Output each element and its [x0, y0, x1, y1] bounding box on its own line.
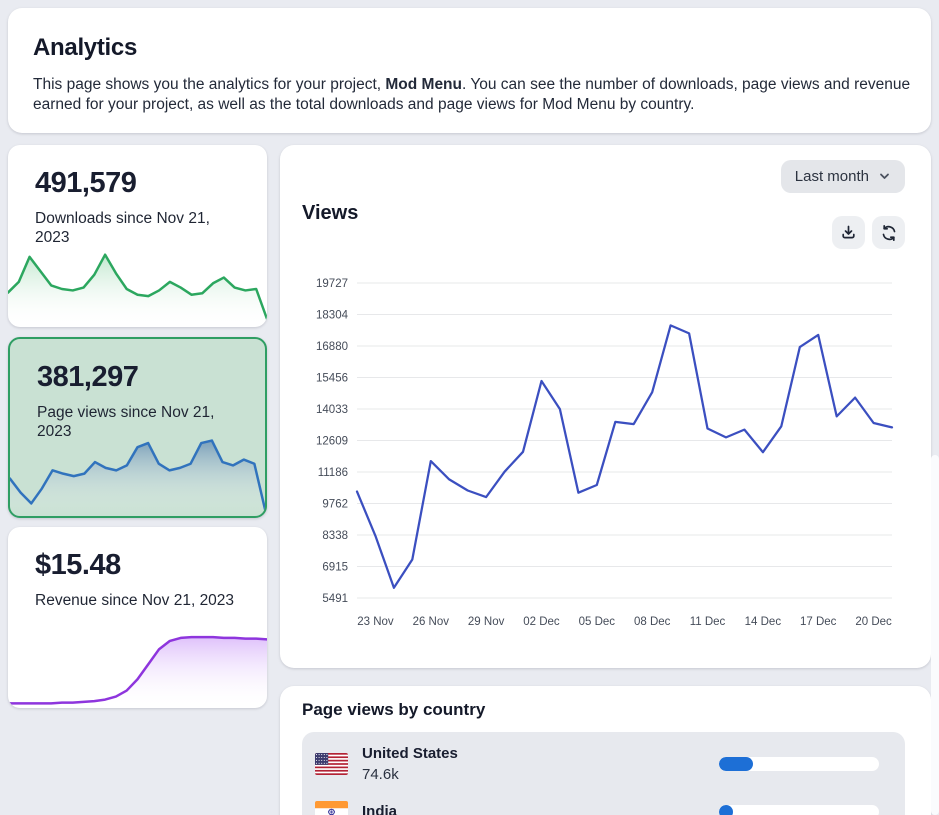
page-description: This page shows you the analytics for yo… — [33, 76, 911, 113]
svg-text:26 Nov: 26 Nov — [413, 616, 450, 628]
refresh-chart-button[interactable] — [872, 216, 905, 249]
svg-text:05 Dec: 05 Dec — [579, 616, 616, 628]
views-line-chart: 5491 6915 8338 9762 11186 12609 14033 15456 1688… — [316, 278, 894, 628]
project-name: Mod Menu — [385, 76, 462, 93]
country-page-views-count: 74.6k — [362, 765, 399, 783]
scrollbar-thumb[interactable] — [931, 455, 939, 815]
downloads-value: 491,579 — [35, 167, 137, 199]
india-flag-icon — [315, 801, 348, 815]
svg-text:9762: 9762 — [322, 498, 348, 510]
country-progress-track — [719, 757, 879, 771]
svg-text:23 Nov: 23 Nov — [357, 616, 394, 628]
country-name: India — [362, 803, 398, 815]
revenue-label: Revenue since Nov 21, 2023 — [35, 592, 235, 609]
svg-text:11186: 11186 — [318, 467, 348, 479]
svg-text:08 Dec: 08 Dec — [634, 616, 671, 628]
page-views-sparkline — [10, 428, 265, 516]
country-progress-fill — [719, 757, 753, 771]
date-range-label: Last month — [794, 168, 869, 185]
download-chart-button[interactable] — [832, 216, 865, 249]
svg-text:14033: 14033 — [316, 404, 348, 416]
us-flag-icon — [315, 753, 348, 775]
svg-text:29 Nov: 29 Nov — [468, 616, 505, 628]
refresh-icon — [882, 224, 895, 241]
revenue-value: $15.48 — [35, 549, 121, 581]
svg-text:20 Dec: 20 Dec — [855, 616, 892, 628]
country-row-united-states: United States 74.6k — [315, 740, 892, 788]
svg-text:17 Dec: 17 Dec — [800, 616, 837, 628]
views-chart-card: Last month Views 5491 6915 8338 9762 11186 12… — [280, 145, 931, 668]
views-title: Views — [302, 202, 359, 224]
analytics-header-card: Analytics This page shows you the analyt… — [8, 8, 931, 133]
downloads-sparkline — [8, 251, 267, 327]
svg-text:18304: 18304 — [316, 309, 349, 321]
svg-text:16880: 16880 — [316, 341, 348, 353]
svg-text:12609: 12609 — [316, 436, 348, 448]
stat-card-revenue[interactable]: $15.48 Revenue since Nov 21, 2023 — [8, 527, 267, 708]
svg-text:5491: 5491 — [322, 593, 348, 605]
country-list: United States 74.6k India — [302, 732, 905, 815]
stat-card-downloads[interactable]: 491,579 Downloads since Nov 21, 2023 — [8, 145, 267, 327]
country-progress-fill — [719, 805, 734, 815]
country-row-india: India — [315, 788, 892, 815]
chevron-down-icon — [880, 173, 889, 179]
date-range-select[interactable]: Last month — [780, 160, 905, 193]
country-section-title: Page views by country — [302, 700, 486, 719]
page-views-value: 381,297 — [37, 361, 139, 393]
page-title: Analytics — [33, 34, 138, 61]
country-progress-track — [719, 805, 879, 815]
svg-text:14 Dec: 14 Dec — [745, 616, 782, 628]
revenue-sparkline — [8, 628, 267, 708]
downloads-label: Downloads since Nov 21, 2023 — [35, 210, 210, 246]
country-name: United States — [362, 744, 458, 762]
svg-text:6915: 6915 — [322, 561, 348, 573]
page-views-label: Page views since Nov 21, 2023 — [37, 404, 215, 440]
page-views-by-country-card: Page views by country United States 74.6k… — [280, 686, 931, 815]
download-icon — [842, 225, 855, 239]
svg-text:02 Dec: 02 Dec — [523, 616, 560, 628]
svg-text:19727: 19727 — [316, 278, 348, 290]
stat-card-page-views[interactable]: 381,297 Page views since Nov 21, 2023 — [8, 337, 267, 518]
svg-text:15456: 15456 — [316, 373, 348, 385]
svg-text:11 Dec: 11 Dec — [690, 616, 726, 628]
svg-text:8338: 8338 — [322, 530, 348, 542]
